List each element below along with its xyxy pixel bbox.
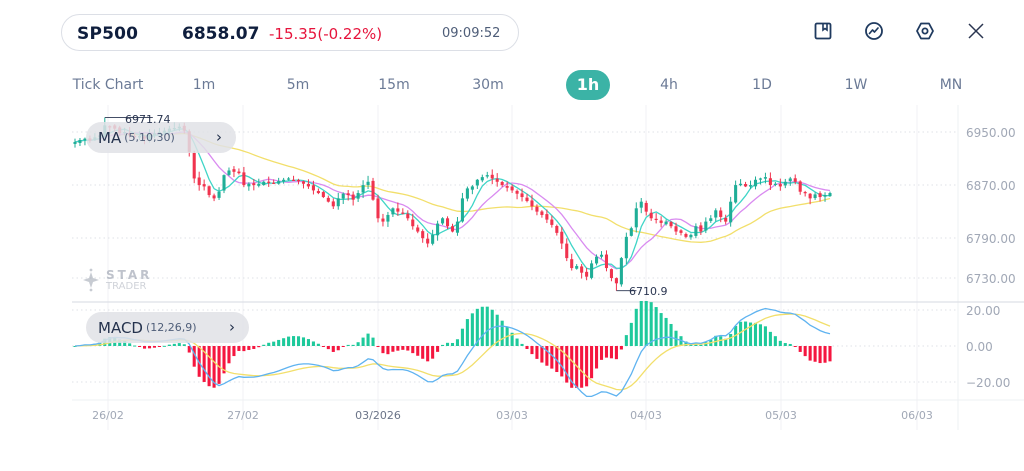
date-axis-label: 06/03 — [901, 409, 933, 422]
price-change: -15.35(-0.22%) — [269, 25, 383, 43]
close-icon[interactable] — [965, 20, 987, 42]
timeframe-tab-tick-chart[interactable]: Tick Chart — [72, 77, 144, 93]
timeframe-tab-1h[interactable]: 1h — [566, 70, 610, 100]
timeframe-tab-mn[interactable]: MN — [939, 77, 963, 93]
price-axis-label: 6730.00 — [966, 272, 1016, 286]
macd-axis-label: 0.00 — [966, 340, 993, 354]
macd-indicator-legend[interactable]: MACD (12,26,9) › — [86, 312, 249, 343]
ma-name: MA — [98, 128, 122, 147]
date-axis-label: 27/02 — [227, 409, 259, 422]
price-chart[interactable] — [0, 100, 1024, 440]
timeframe-tab-1d[interactable]: 1D — [752, 77, 772, 93]
timeframe-tab-5m[interactable]: 5m — [286, 77, 310, 93]
date-axis-label: 03/03 — [496, 409, 528, 422]
timeframe-bar: Tick Chart 1m 5m 15m 30m 1h 4h 1D 1W MN — [62, 70, 982, 102]
quote-time: 09:09:52 — [442, 26, 501, 41]
settings-icon[interactable] — [914, 20, 936, 42]
date-axis-label: 05/03 — [765, 409, 797, 422]
ma-params: (5,10,30) — [124, 131, 175, 144]
chevron-right-icon: › — [229, 318, 235, 336]
low-marker-label: 6710.9 — [629, 285, 668, 298]
macd-axis-label: 20.00 — [966, 304, 1001, 318]
date-axis-label: 04/03 — [630, 409, 662, 422]
date-axis-label: 03/2026 — [355, 409, 401, 422]
timeframe-tab-1m[interactable]: 1m — [192, 77, 216, 93]
macd-name: MACD — [98, 318, 143, 337]
symbol-label: SP500 — [77, 24, 139, 44]
chevron-right-icon: › — [216, 128, 222, 146]
star-trader-watermark: STAR TRADER — [80, 268, 152, 292]
timeframe-tab-4h[interactable]: 4h — [660, 77, 678, 93]
bookmark-icon[interactable] — [812, 20, 834, 42]
price-axis-label: 6950.00 — [966, 126, 1016, 140]
quote-header[interactable]: SP500 6858.07 -15.35(-0.22%) 09:09:52 — [61, 14, 519, 51]
macd-params: (12,26,9) — [145, 321, 197, 334]
star-logo-icon — [83, 268, 99, 292]
date-axis-label: 26/02 — [92, 409, 124, 422]
last-price: 6858.07 — [182, 24, 260, 44]
price-axis-label: 6870.00 — [966, 179, 1016, 193]
price-axis-label: 6790.00 — [966, 232, 1016, 246]
timeframe-tab-1w[interactable]: 1W — [844, 77, 868, 93]
macd-axis-label: −20.00 — [966, 376, 1011, 390]
timeframe-tab-30m[interactable]: 30m — [472, 77, 504, 93]
high-marker-label: 6971.74 — [125, 113, 171, 126]
watermark-line2: TRADER — [106, 280, 147, 292]
timeframe-tab-15m[interactable]: 15m — [378, 77, 410, 93]
ma-indicator-legend[interactable]: MA (5,10,30) › — [86, 122, 236, 153]
trend-icon[interactable] — [863, 20, 885, 42]
watermark-line1: STAR — [106, 267, 153, 282]
